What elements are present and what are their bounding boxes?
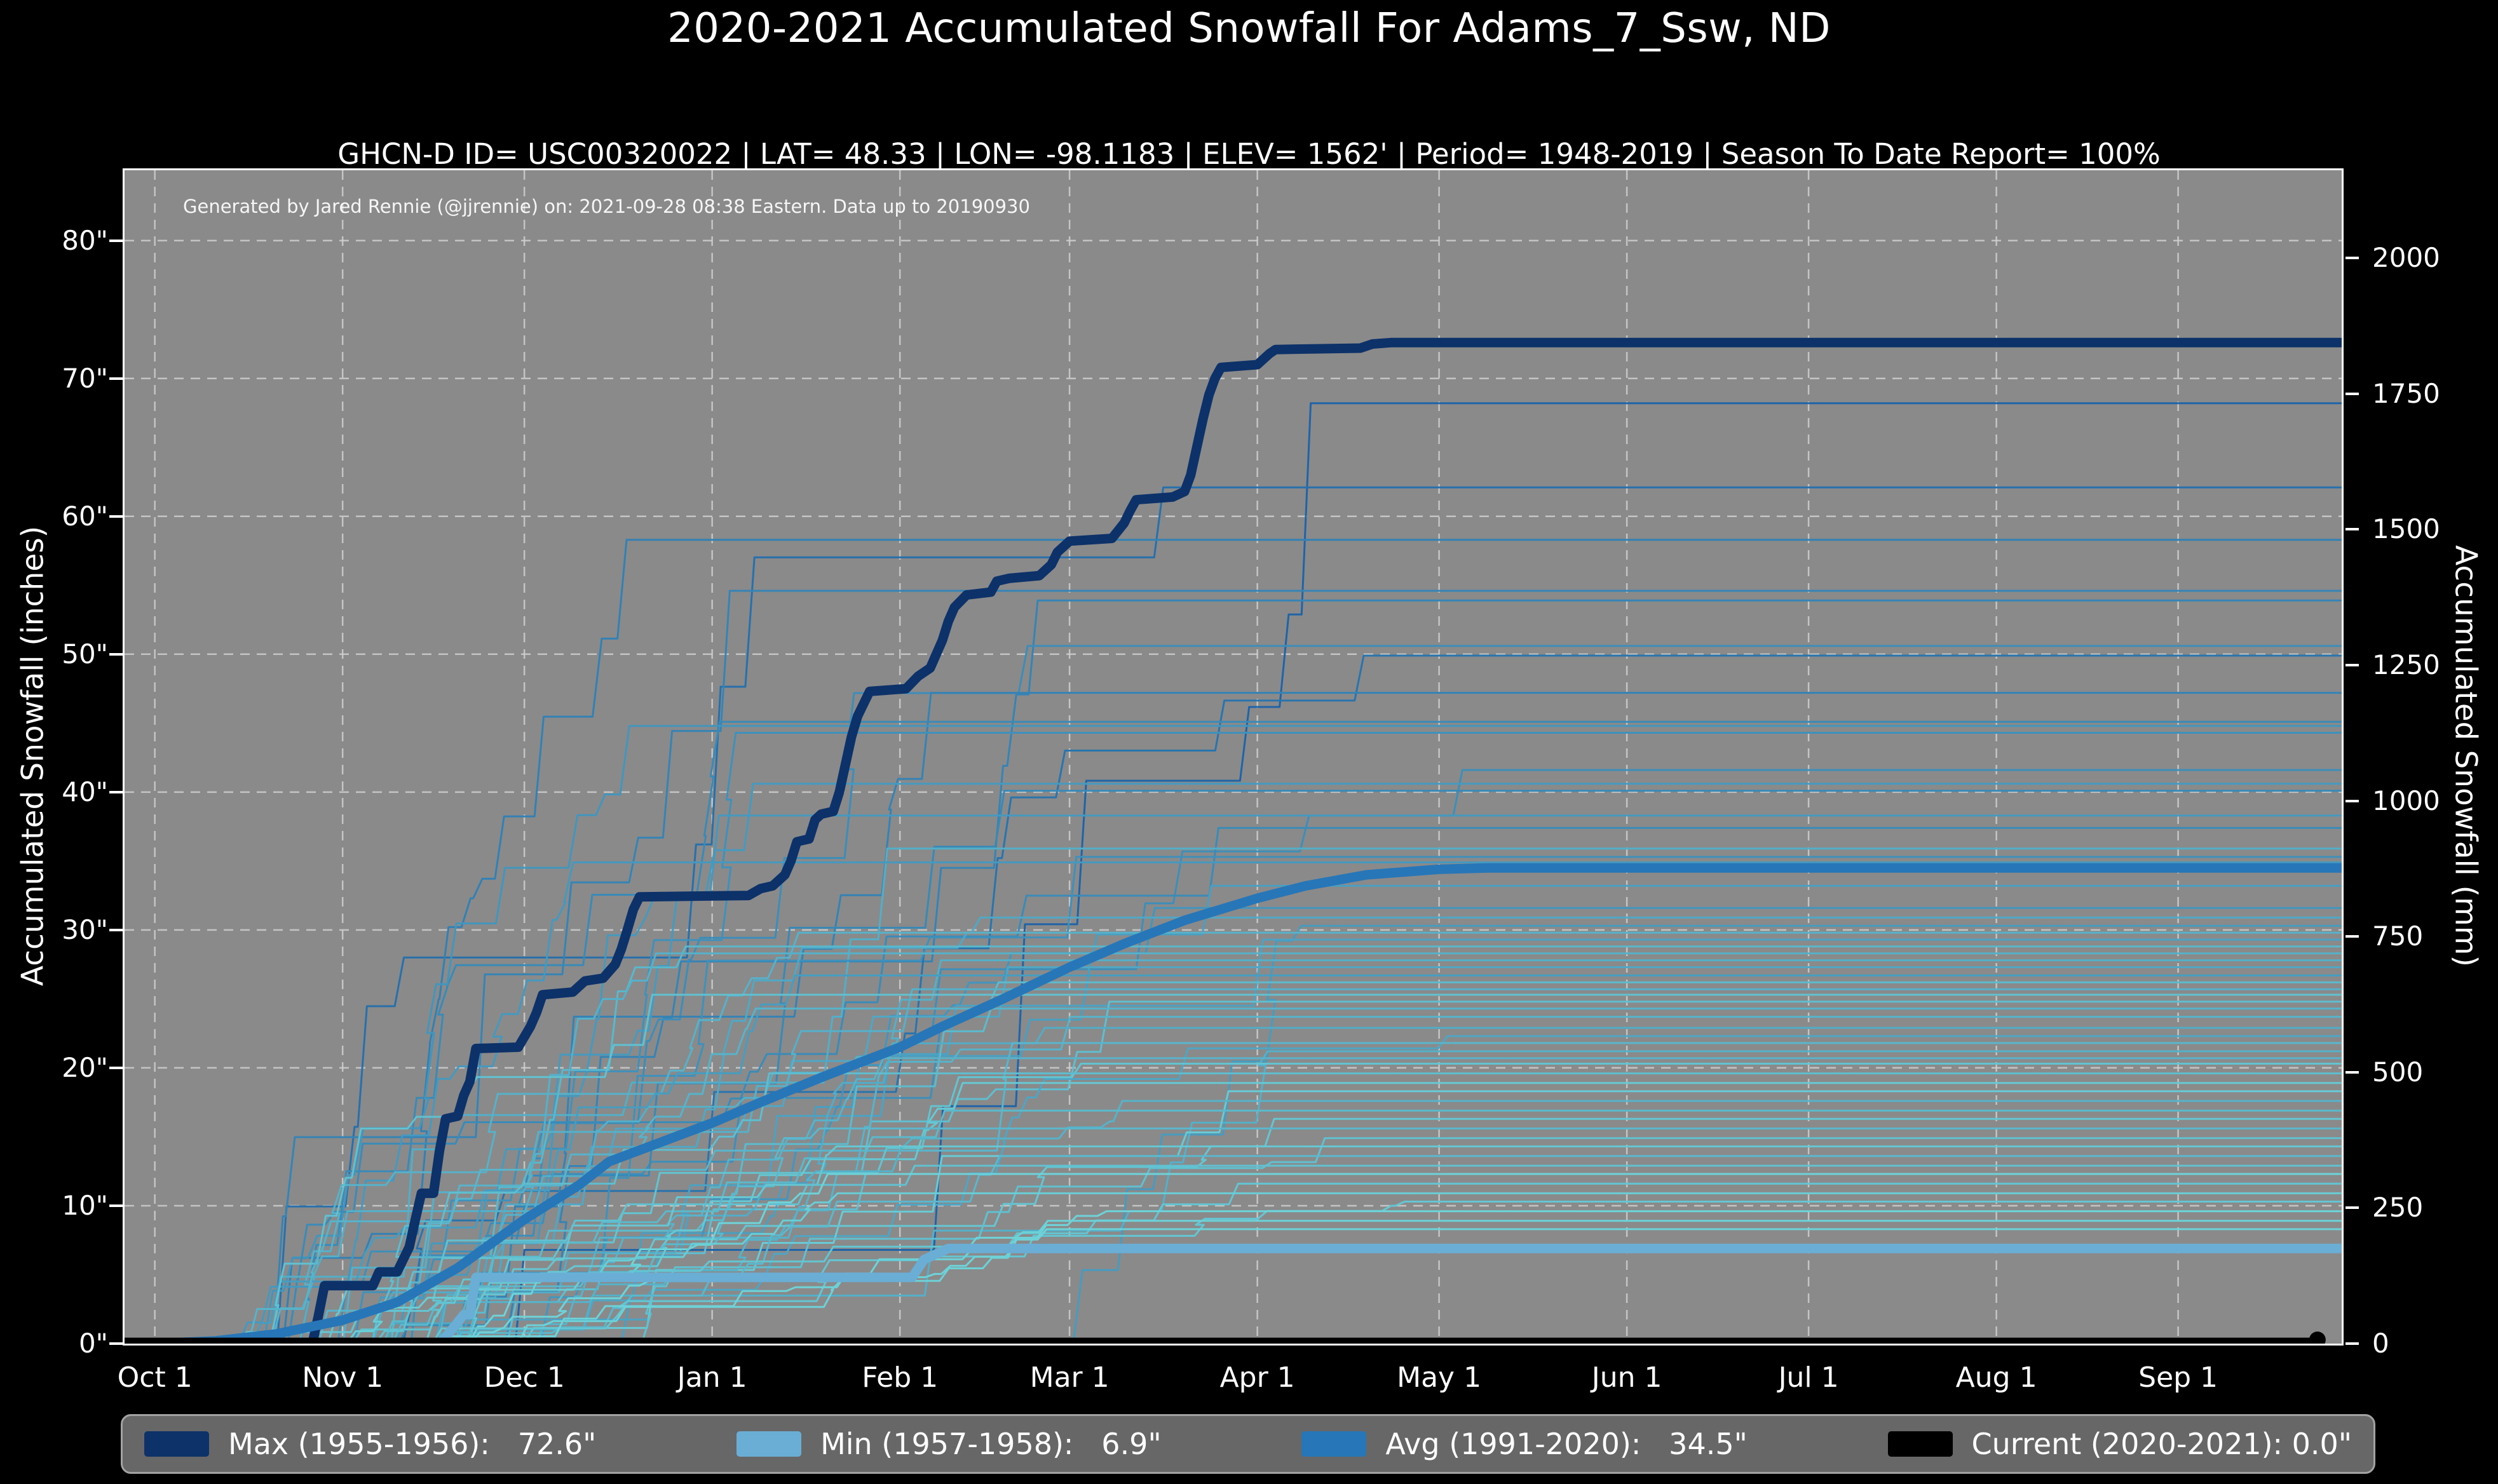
ensemble-season-line: [154, 1127, 2342, 1344]
y-left-tick-label: 0": [78, 1328, 108, 1359]
y-right-tick-mark: [2345, 257, 2359, 260]
x-tick-label: Oct 1: [117, 1361, 193, 1394]
ensemble-season-line: [154, 959, 2342, 1344]
y-left-tick-mark: [109, 1204, 123, 1207]
legend: Max (1955-1956): 72.6" Min (1957-1958): …: [121, 1414, 2375, 1474]
ensemble-season-line: [154, 769, 2342, 1344]
ensemble-season-line: [154, 1192, 2342, 1344]
y-left-tick-mark: [109, 928, 123, 931]
x-tick-label: Jun 1: [1591, 1361, 1662, 1394]
ensemble-season-line: [154, 1137, 2342, 1344]
station-metadata-subtitle: GHCN-D ID= USC00320022 | LAT= 48.33 | LO…: [337, 137, 2161, 171]
y-axis-label-mm: Accumulated Snowfall (mm): [2448, 545, 2483, 967]
series-line-min: [150, 1243, 2342, 1344]
series-line-max: [150, 337, 2342, 1344]
x-tick-label: Apr 1: [1219, 1361, 1295, 1394]
legend-label-current: Current (2020-2021): 0.0": [1971, 1427, 2352, 1461]
ensemble-season-line: [154, 725, 2342, 1344]
plot-area: Generated by Jared Rennie (@jjrennie) on…: [123, 168, 2344, 1346]
legend-label-min: Min (1957-1958): 6.9": [820, 1427, 1162, 1461]
ensemble-season-line: [154, 931, 2342, 1344]
ensemble-season-line: [154, 994, 2342, 1344]
page-title: 2020-2021 Accumulated Snowfall For Adams…: [667, 5, 1831, 52]
legend-item-min: Min (1957-1958): 6.9": [737, 1427, 1162, 1461]
legend-swatch-avg: [1301, 1431, 1367, 1457]
y-right-tick-label: 750: [2372, 921, 2424, 952]
y-left-tick-label: 40": [62, 776, 108, 807]
x-tick-label: Mar 1: [1029, 1361, 1110, 1394]
current-end-dot: [2309, 1332, 2326, 1344]
ensemble-season-line: [154, 938, 2342, 1344]
ensemble-season-line: [154, 590, 2342, 1344]
y-left-tick-mark: [109, 1066, 123, 1069]
legend-item-avg: Avg (1991-2020): 34.5": [1301, 1427, 1748, 1461]
legend-item-max: Max (1955-1956): 72.6": [144, 1427, 596, 1461]
x-tick-label: Jan 1: [677, 1361, 747, 1394]
y-right-tick-mark: [2345, 528, 2359, 531]
ensemble-season-line: [154, 1145, 2342, 1344]
ensemble-season-line: [154, 861, 2342, 1344]
ensemble-season-line: [154, 402, 2342, 1344]
ensemble-season-line: [154, 814, 2342, 1344]
y-right-tick-mark: [2345, 1206, 2359, 1210]
y-left-tick-mark: [109, 652, 123, 656]
y-left-tick-mark: [109, 790, 123, 793]
y-right-tick-mark: [2345, 663, 2359, 666]
y-left-tick-label: 60": [62, 500, 108, 532]
y-right-tick-mark: [2345, 799, 2359, 802]
x-tick-label: Aug 1: [1955, 1361, 2037, 1394]
series-line-avg: [150, 863, 2342, 1344]
y-left-tick-label: 20": [62, 1051, 108, 1083]
y-right-tick-label: 250: [2372, 1192, 2424, 1224]
legend-label-avg: Avg (1991-2020): 34.5": [1385, 1427, 1748, 1461]
legend-item-current: Current (2020-2021): 0.0": [1887, 1427, 2352, 1461]
ensemble-season-line: [154, 486, 2342, 1344]
y-right-tick-mark: [2345, 1070, 2359, 1074]
y-right-tick-label: 1500: [2372, 513, 2440, 545]
y-right-tick-mark: [2345, 1342, 2359, 1345]
y-right-tick-label: 2000: [2372, 242, 2440, 274]
ensemble-season-line: [154, 720, 2342, 1344]
ensemble-season-line: [154, 654, 2342, 1344]
y-left-tick-label: 10": [62, 1189, 108, 1221]
legend-label-max: Max (1955-1956): 72.6": [228, 1427, 597, 1461]
x-tick-label: May 1: [1397, 1361, 1482, 1394]
legend-swatch-min: [737, 1431, 802, 1457]
y-left-tick-label: 30": [62, 914, 108, 945]
ensemble-season-line: [154, 847, 2342, 1344]
ensemble-season-line: [154, 952, 2342, 1344]
y-left-tick-mark: [109, 239, 123, 242]
y-right-tick-label: 0: [2372, 1328, 2389, 1359]
ensemble-season-line: [154, 1057, 2342, 1344]
y-left-tick-label: 50": [62, 638, 108, 670]
x-tick-label: Feb 1: [862, 1361, 939, 1394]
ensemble-season-line: [154, 988, 2342, 1344]
y-left-tick-label: 80": [62, 224, 108, 256]
y-right-tick-label: 1000: [2372, 785, 2440, 816]
x-tick-label: Dec 1: [484, 1361, 565, 1394]
y-right-tick-label: 500: [2372, 1056, 2424, 1088]
legend-swatch-current: [1887, 1431, 1953, 1457]
y-left-tick-mark: [109, 1342, 123, 1345]
y-left-tick-mark: [109, 515, 123, 518]
ensemble-season-line: [154, 1072, 2342, 1344]
legend-swatch-max: [144, 1431, 209, 1457]
ensemble-season-line: [154, 1016, 2342, 1344]
y-right-tick-mark: [2345, 935, 2359, 938]
x-tick-label: Sep 1: [2138, 1361, 2218, 1394]
y-right-tick-label: 1750: [2372, 377, 2440, 409]
ensemble-season-line: [154, 1117, 2342, 1344]
y-left-tick-label: 70": [62, 362, 108, 394]
y-right-tick-label: 1250: [2372, 649, 2440, 680]
x-tick-label: Jul 1: [1778, 1361, 1839, 1394]
ensemble-season-line: [154, 599, 2342, 1344]
y-right-tick-mark: [2345, 392, 2359, 395]
x-tick-label: Nov 1: [302, 1361, 384, 1394]
snowfall-chart-svg: [125, 170, 2342, 1344]
y-left-tick-mark: [109, 377, 123, 380]
watermark-text: Generated by Jared Rennie (@jjrennie) on…: [183, 196, 1030, 217]
